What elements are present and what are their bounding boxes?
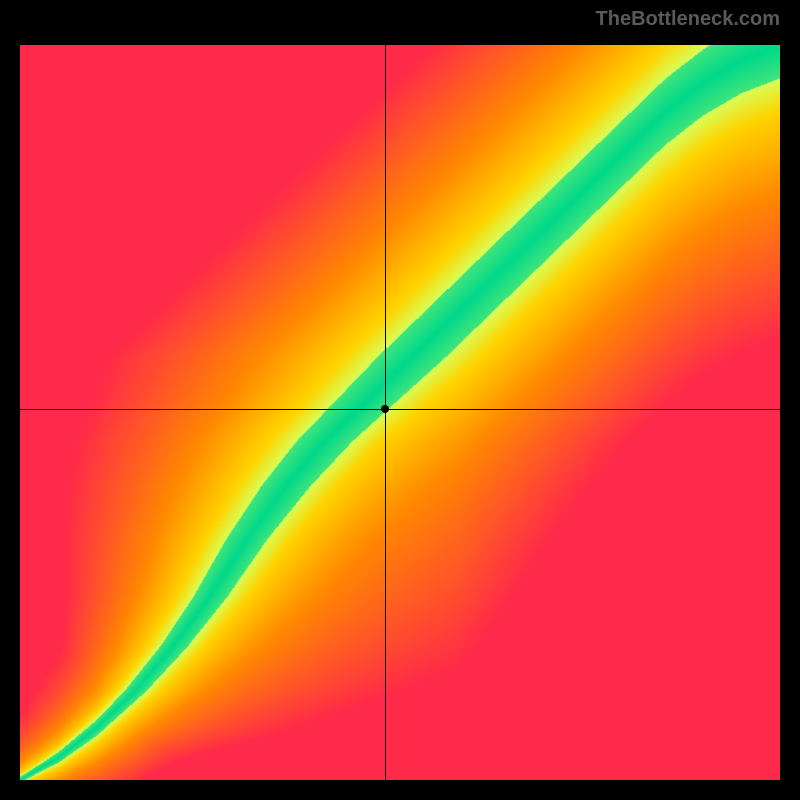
center-marker bbox=[381, 405, 389, 413]
crosshair-horizontal bbox=[20, 409, 780, 410]
watermark-text: TheBottleneck.com bbox=[596, 8, 780, 31]
heatmap-canvas bbox=[20, 45, 780, 780]
heatmap-plot bbox=[20, 45, 780, 780]
